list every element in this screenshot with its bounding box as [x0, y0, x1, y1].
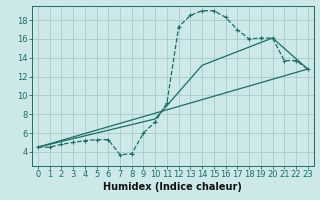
X-axis label: Humidex (Indice chaleur): Humidex (Indice chaleur) — [103, 182, 242, 192]
